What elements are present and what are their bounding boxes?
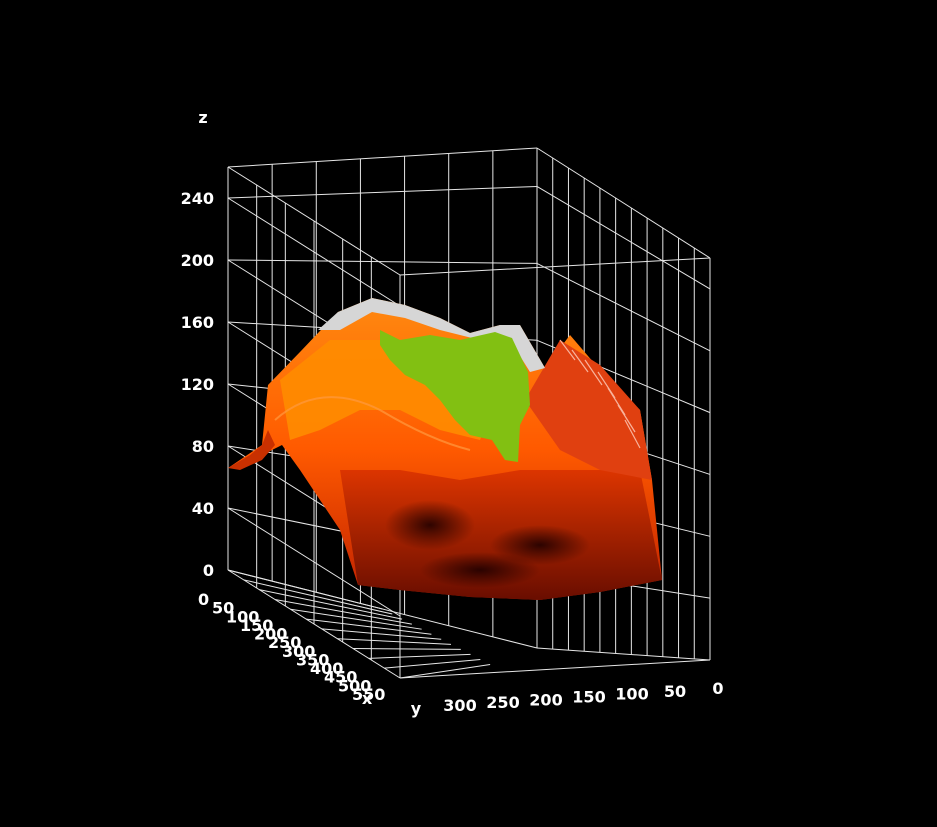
floor-grid-line xyxy=(399,664,491,679)
x-tick-label: 50 xyxy=(212,599,234,618)
surface-orange-band xyxy=(280,340,500,440)
floor-grid-line xyxy=(306,618,432,635)
z-tick-label: 200 xyxy=(181,251,214,270)
x-tick-label: 450 xyxy=(324,668,357,687)
x-tick-label: 400 xyxy=(310,659,343,678)
floor-grid-line xyxy=(290,608,422,630)
surface-dark-spot xyxy=(490,525,590,565)
grid-line xyxy=(227,147,538,168)
y-tick-label: 250 xyxy=(486,693,519,712)
z-tick-label: 40 xyxy=(192,499,214,518)
axis-labels: z x y xyxy=(198,108,421,718)
x-axis-label: x xyxy=(362,689,373,708)
z-axis-label: z xyxy=(198,108,207,127)
grid-line xyxy=(536,147,711,259)
grid-line xyxy=(536,262,711,352)
x-tick-label: 150 xyxy=(240,616,273,635)
floor-grid-line xyxy=(321,628,442,640)
z-tick-label: 120 xyxy=(181,375,214,394)
z-tick-label: 240 xyxy=(181,189,214,208)
floor-grid-line xyxy=(227,569,383,610)
x-tick-label: 300 xyxy=(282,642,315,661)
y-tick-label: 150 xyxy=(572,688,605,707)
x-tick-label: 550 xyxy=(352,685,385,704)
y-tick-label: 50 xyxy=(664,682,686,701)
grid-line xyxy=(227,259,538,264)
floor-grid-line xyxy=(368,653,471,659)
floor-grid-line xyxy=(274,598,412,625)
z-tick-label: 80 xyxy=(192,437,214,456)
z-tick-label: 0 xyxy=(203,561,214,580)
x-tick-label: 100 xyxy=(226,607,259,626)
z-tick-label: 160 xyxy=(181,313,214,332)
surface-right-ridge xyxy=(525,340,652,480)
y-tick-label: 0 xyxy=(712,679,723,698)
surface-dark-spot xyxy=(420,552,540,588)
y-tick-label: 300 xyxy=(443,696,476,715)
surface-fringe xyxy=(559,339,641,449)
box-edge xyxy=(399,257,711,276)
grid-line xyxy=(536,186,711,290)
floor-grid-line xyxy=(259,589,403,620)
surface-left-tail xyxy=(228,430,275,470)
y-tick-label: 200 xyxy=(529,690,562,709)
surface-highlight xyxy=(274,396,471,451)
surface xyxy=(228,298,662,600)
floor-grid-line xyxy=(337,638,452,645)
grid-line xyxy=(536,647,711,661)
box-edge xyxy=(399,659,711,679)
grid-line xyxy=(227,185,538,199)
x-tick-label: 250 xyxy=(268,633,301,652)
x-tick-label: 350 xyxy=(296,650,329,669)
surface-dark-spot xyxy=(385,500,475,550)
y-axis-label: y xyxy=(411,699,422,718)
surface-green-region xyxy=(380,330,530,462)
x-tick-label: 500 xyxy=(338,676,371,695)
floor-grid-line xyxy=(353,648,461,650)
floor-grid-line xyxy=(384,658,481,669)
floor-grid-line xyxy=(243,579,393,615)
x-tick-label: 200 xyxy=(254,625,287,644)
y-tick-label: 100 xyxy=(615,685,648,704)
x-tick-label: 0 xyxy=(198,590,209,609)
